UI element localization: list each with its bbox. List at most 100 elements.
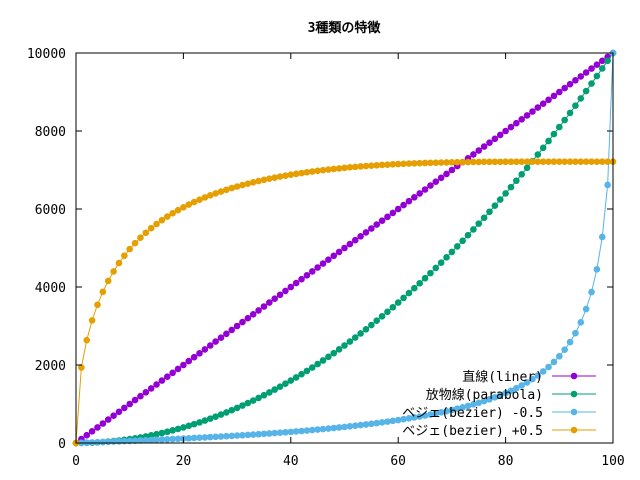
- data-point: [121, 252, 128, 259]
- data-point: [545, 158, 552, 165]
- data-point: [153, 381, 160, 388]
- data-point: [94, 301, 101, 309]
- data-point: [335, 248, 343, 256]
- data-point: [276, 291, 284, 299]
- chart-title: 3種類の特徴: [308, 20, 382, 36]
- data-point: [448, 166, 456, 174]
- data-point: [384, 308, 391, 316]
- data-point: [545, 363, 552, 371]
- data-point: [174, 365, 182, 373]
- data-point: [588, 65, 595, 72]
- data-point: [137, 437, 144, 444]
- plot-lines: [72, 49, 617, 447]
- data-point: [163, 373, 171, 381]
- series-3: [72, 158, 617, 447]
- data-point: [480, 143, 488, 150]
- data-point: [427, 411, 434, 418]
- data-point: [137, 234, 144, 241]
- data-point: [341, 244, 348, 252]
- data-point: [99, 288, 107, 296]
- data-point: [88, 317, 96, 324]
- data-point: [362, 229, 370, 236]
- data-point: [373, 419, 381, 427]
- data-point: [255, 430, 262, 438]
- data-point: [158, 436, 166, 443]
- data-point: [131, 396, 139, 404]
- data-point: [486, 139, 493, 146]
- data-point: [416, 159, 423, 167]
- data-point: [373, 161, 381, 169]
- data-point: [561, 116, 568, 124]
- data-point: [266, 299, 273, 306]
- data-point: [405, 415, 413, 422]
- data-point: [266, 389, 273, 396]
- data-point: [303, 168, 311, 176]
- data-point: [255, 394, 262, 402]
- data-point: [486, 158, 493, 166]
- y-tick-label: 0: [58, 437, 66, 452]
- data-point: [523, 158, 531, 165]
- data-point: [169, 209, 176, 217]
- data-point: [411, 414, 418, 421]
- data-point: [190, 420, 198, 428]
- data-point: [464, 158, 472, 166]
- legend-item: 放物線(parabola): [426, 387, 596, 403]
- data-point: [368, 321, 375, 329]
- data-point: [384, 213, 391, 221]
- data-point: [513, 177, 520, 185]
- data-point: [588, 158, 595, 165]
- series-0: [72, 49, 617, 447]
- data-point: [142, 436, 150, 444]
- data-point: [513, 384, 520, 392]
- data-point: [437, 409, 445, 416]
- data-point: [292, 279, 300, 287]
- data-point: [201, 346, 209, 353]
- data-point: [561, 158, 568, 165]
- data-point: [196, 350, 203, 357]
- data-point: [223, 186, 230, 194]
- data-point: [561, 84, 568, 92]
- data-point: [529, 108, 536, 115]
- data-point: [325, 353, 332, 361]
- data-point: [244, 431, 252, 439]
- data-point: [308, 168, 316, 175]
- data-point: [421, 186, 429, 193]
- data-point: [421, 159, 429, 167]
- data-point: [174, 425, 182, 433]
- data-point: [330, 252, 338, 260]
- data-point: [196, 196, 203, 203]
- data-point: [491, 394, 499, 401]
- data-point: [389, 161, 397, 168]
- legend-marker: [570, 408, 578, 416]
- data-point: [287, 171, 295, 179]
- data-point: [572, 77, 579, 84]
- plot-frame: [75, 52, 614, 444]
- data-point: [104, 416, 112, 423]
- data-point: [335, 424, 343, 431]
- data-point: [314, 167, 321, 175]
- x-tick-label: 60: [390, 454, 406, 469]
- data-point: [496, 196, 504, 203]
- data-point: [330, 165, 338, 173]
- data-point: [266, 175, 273, 182]
- data-point: [276, 429, 284, 437]
- axes: 0 20 40 60 80 100 0 2000 4000 6000 8000 10000: [27, 47, 625, 469]
- data-point: [303, 427, 311, 434]
- data-point: [545, 137, 552, 145]
- data-point: [335, 165, 343, 172]
- data-point: [212, 413, 219, 420]
- data-point: [400, 294, 407, 302]
- data-point: [475, 220, 483, 227]
- data-point: [513, 158, 520, 166]
- data-point: [206, 415, 214, 422]
- data-point: [534, 104, 542, 111]
- data-point: [604, 57, 611, 65]
- data-point: [598, 57, 606, 65]
- data-point: [577, 95, 585, 102]
- data-point: [566, 158, 574, 165]
- data-point: [400, 201, 407, 209]
- data-point: [443, 407, 450, 415]
- data-point: [185, 434, 193, 442]
- data-point: [180, 361, 187, 369]
- data-point: [475, 399, 483, 407]
